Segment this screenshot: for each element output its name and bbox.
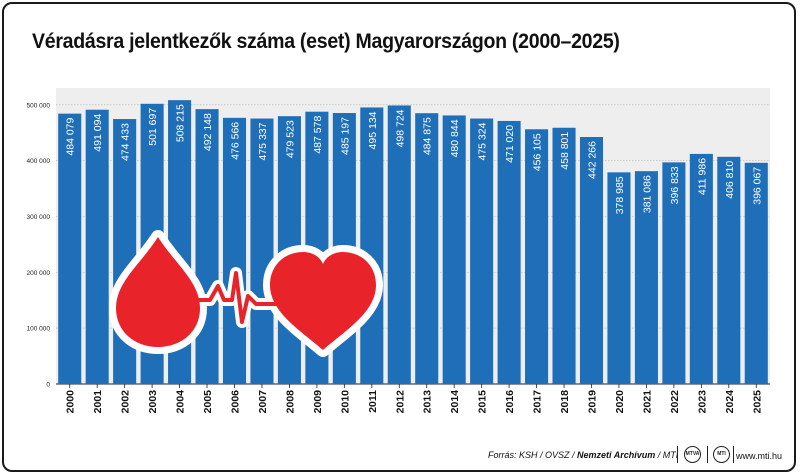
bar <box>85 109 109 384</box>
x-tick-label: 2004 <box>175 390 187 414</box>
x-tick-label: 2019 <box>587 390 599 414</box>
bar <box>552 127 576 384</box>
x-tick-label: 2017 <box>532 390 544 414</box>
x-tick-label: 2002 <box>120 390 132 414</box>
x-tick-label: 2023 <box>696 390 708 414</box>
x-tick-label: 2020 <box>614 390 626 414</box>
blood-drop-icon <box>116 237 200 347</box>
x-tick-label: 2015 <box>477 390 489 414</box>
bar-value-label: 411 986 <box>696 158 708 195</box>
bar-value-label: 485 197 <box>339 117 351 155</box>
bar <box>470 118 494 384</box>
x-tick-label: 2001 <box>92 390 104 414</box>
bar <box>442 115 466 385</box>
x-tick-label: 2025 <box>751 390 763 414</box>
y-tick-label: 300 000 <box>27 214 51 221</box>
bar-value-label: 476 566 <box>230 122 242 160</box>
x-tick-label: 2012 <box>394 390 406 414</box>
bar-value-label: 442 266 <box>587 141 599 179</box>
x-tick-label: 2007 <box>257 390 269 414</box>
y-tick-label: 500 000 <box>27 102 51 109</box>
bar-value-label: 492 148 <box>202 113 214 151</box>
bar-value-label: 487 578 <box>312 116 324 154</box>
mtva-logo: MTVA <box>684 446 701 463</box>
heartbeat-line-icon <box>190 271 278 324</box>
chart-title: Véradásra jelentkezők száma (eset) Magya… <box>32 30 620 53</box>
bar <box>525 129 549 384</box>
footer-separator <box>707 446 708 463</box>
bar <box>250 118 274 384</box>
footer-separator <box>733 446 734 463</box>
x-axis-ticks: 2000 2001 2002 2003 2004 2005 2006 2007 2008 2009… <box>65 384 763 414</box>
bar-value-label: 484 875 <box>422 117 434 155</box>
y-axis-ticks: 0 100 000 200 000 300 000 400 000 500 000 <box>27 102 51 388</box>
bar-value-label: 479 523 <box>284 120 296 158</box>
bar <box>717 156 741 384</box>
bar-value-label: 474 433 <box>120 123 132 161</box>
x-tick-label: 2013 <box>422 390 434 414</box>
x-tick-label: 2022 <box>669 390 681 414</box>
heart-icon <box>270 252 376 350</box>
y-tick-label: 100 000 <box>27 326 51 333</box>
mti-logo: MTI <box>713 446 730 463</box>
x-tick-label: 2016 <box>504 390 516 414</box>
website-link[interactable]: www.mti.hu <box>736 451 783 461</box>
x-tick-label: 2006 <box>230 390 242 414</box>
y-tick-label: 400 000 <box>27 158 51 165</box>
bar-value-label: 456 105 <box>532 133 544 171</box>
source-note: Forrás: KSH / OVSZ / Nemzeti Archívum / … <box>488 450 679 460</box>
bar-value-label: 508 215 <box>175 104 187 142</box>
bar-value-label: 495 134 <box>367 111 379 149</box>
x-tick-label: 2009 <box>312 390 324 414</box>
y-tick-label: 0 <box>46 382 50 389</box>
bar-value-label: 475 324 <box>477 122 489 160</box>
bar-value-label: 396 833 <box>669 166 681 204</box>
x-tick-label: 2021 <box>641 390 653 414</box>
bar-value-label: 475 337 <box>257 122 269 160</box>
x-tick-label: 2018 <box>559 390 571 414</box>
bar <box>689 153 713 384</box>
bar <box>579 136 604 384</box>
x-tick-label: 2005 <box>202 390 214 414</box>
bar-value-label: 458 801 <box>559 132 571 170</box>
x-tick-label: 2003 <box>147 390 159 414</box>
bar <box>634 171 658 384</box>
blood-drop-heart-illustration <box>109 230 383 357</box>
bar-value-label: 381 086 <box>641 175 653 213</box>
chart-frame <box>2 2 796 472</box>
x-tick-label: 2024 <box>724 390 736 414</box>
x-tick-label: 2011 <box>367 390 379 413</box>
bar-value-label: 406 810 <box>724 161 736 199</box>
x-tick-label: 2014 <box>449 390 461 414</box>
bar-value-label: 480 844 <box>449 119 461 157</box>
bar <box>415 113 439 384</box>
bar <box>387 105 411 385</box>
x-tick-label: 2008 <box>284 390 296 414</box>
bar-value-label: 491 094 <box>92 114 104 152</box>
footer-separator <box>677 446 678 463</box>
bar-value-label: 396 067 <box>751 167 763 205</box>
x-tick-label: 2010 <box>339 390 351 414</box>
x-tick-label: 2000 <box>65 390 77 414</box>
bar <box>744 162 768 384</box>
bar <box>607 172 631 384</box>
y-tick-label: 200 000 <box>27 270 51 277</box>
bar-value-label: 498 724 <box>394 109 406 147</box>
bar <box>662 162 686 384</box>
bar-value-label: 501 697 <box>147 108 159 146</box>
bar <box>497 120 521 385</box>
bar <box>58 113 82 384</box>
bar-value-label: 484 079 <box>65 117 77 155</box>
bar-value-label: 378 985 <box>614 176 626 214</box>
bar-value-label: 471 020 <box>504 125 516 163</box>
